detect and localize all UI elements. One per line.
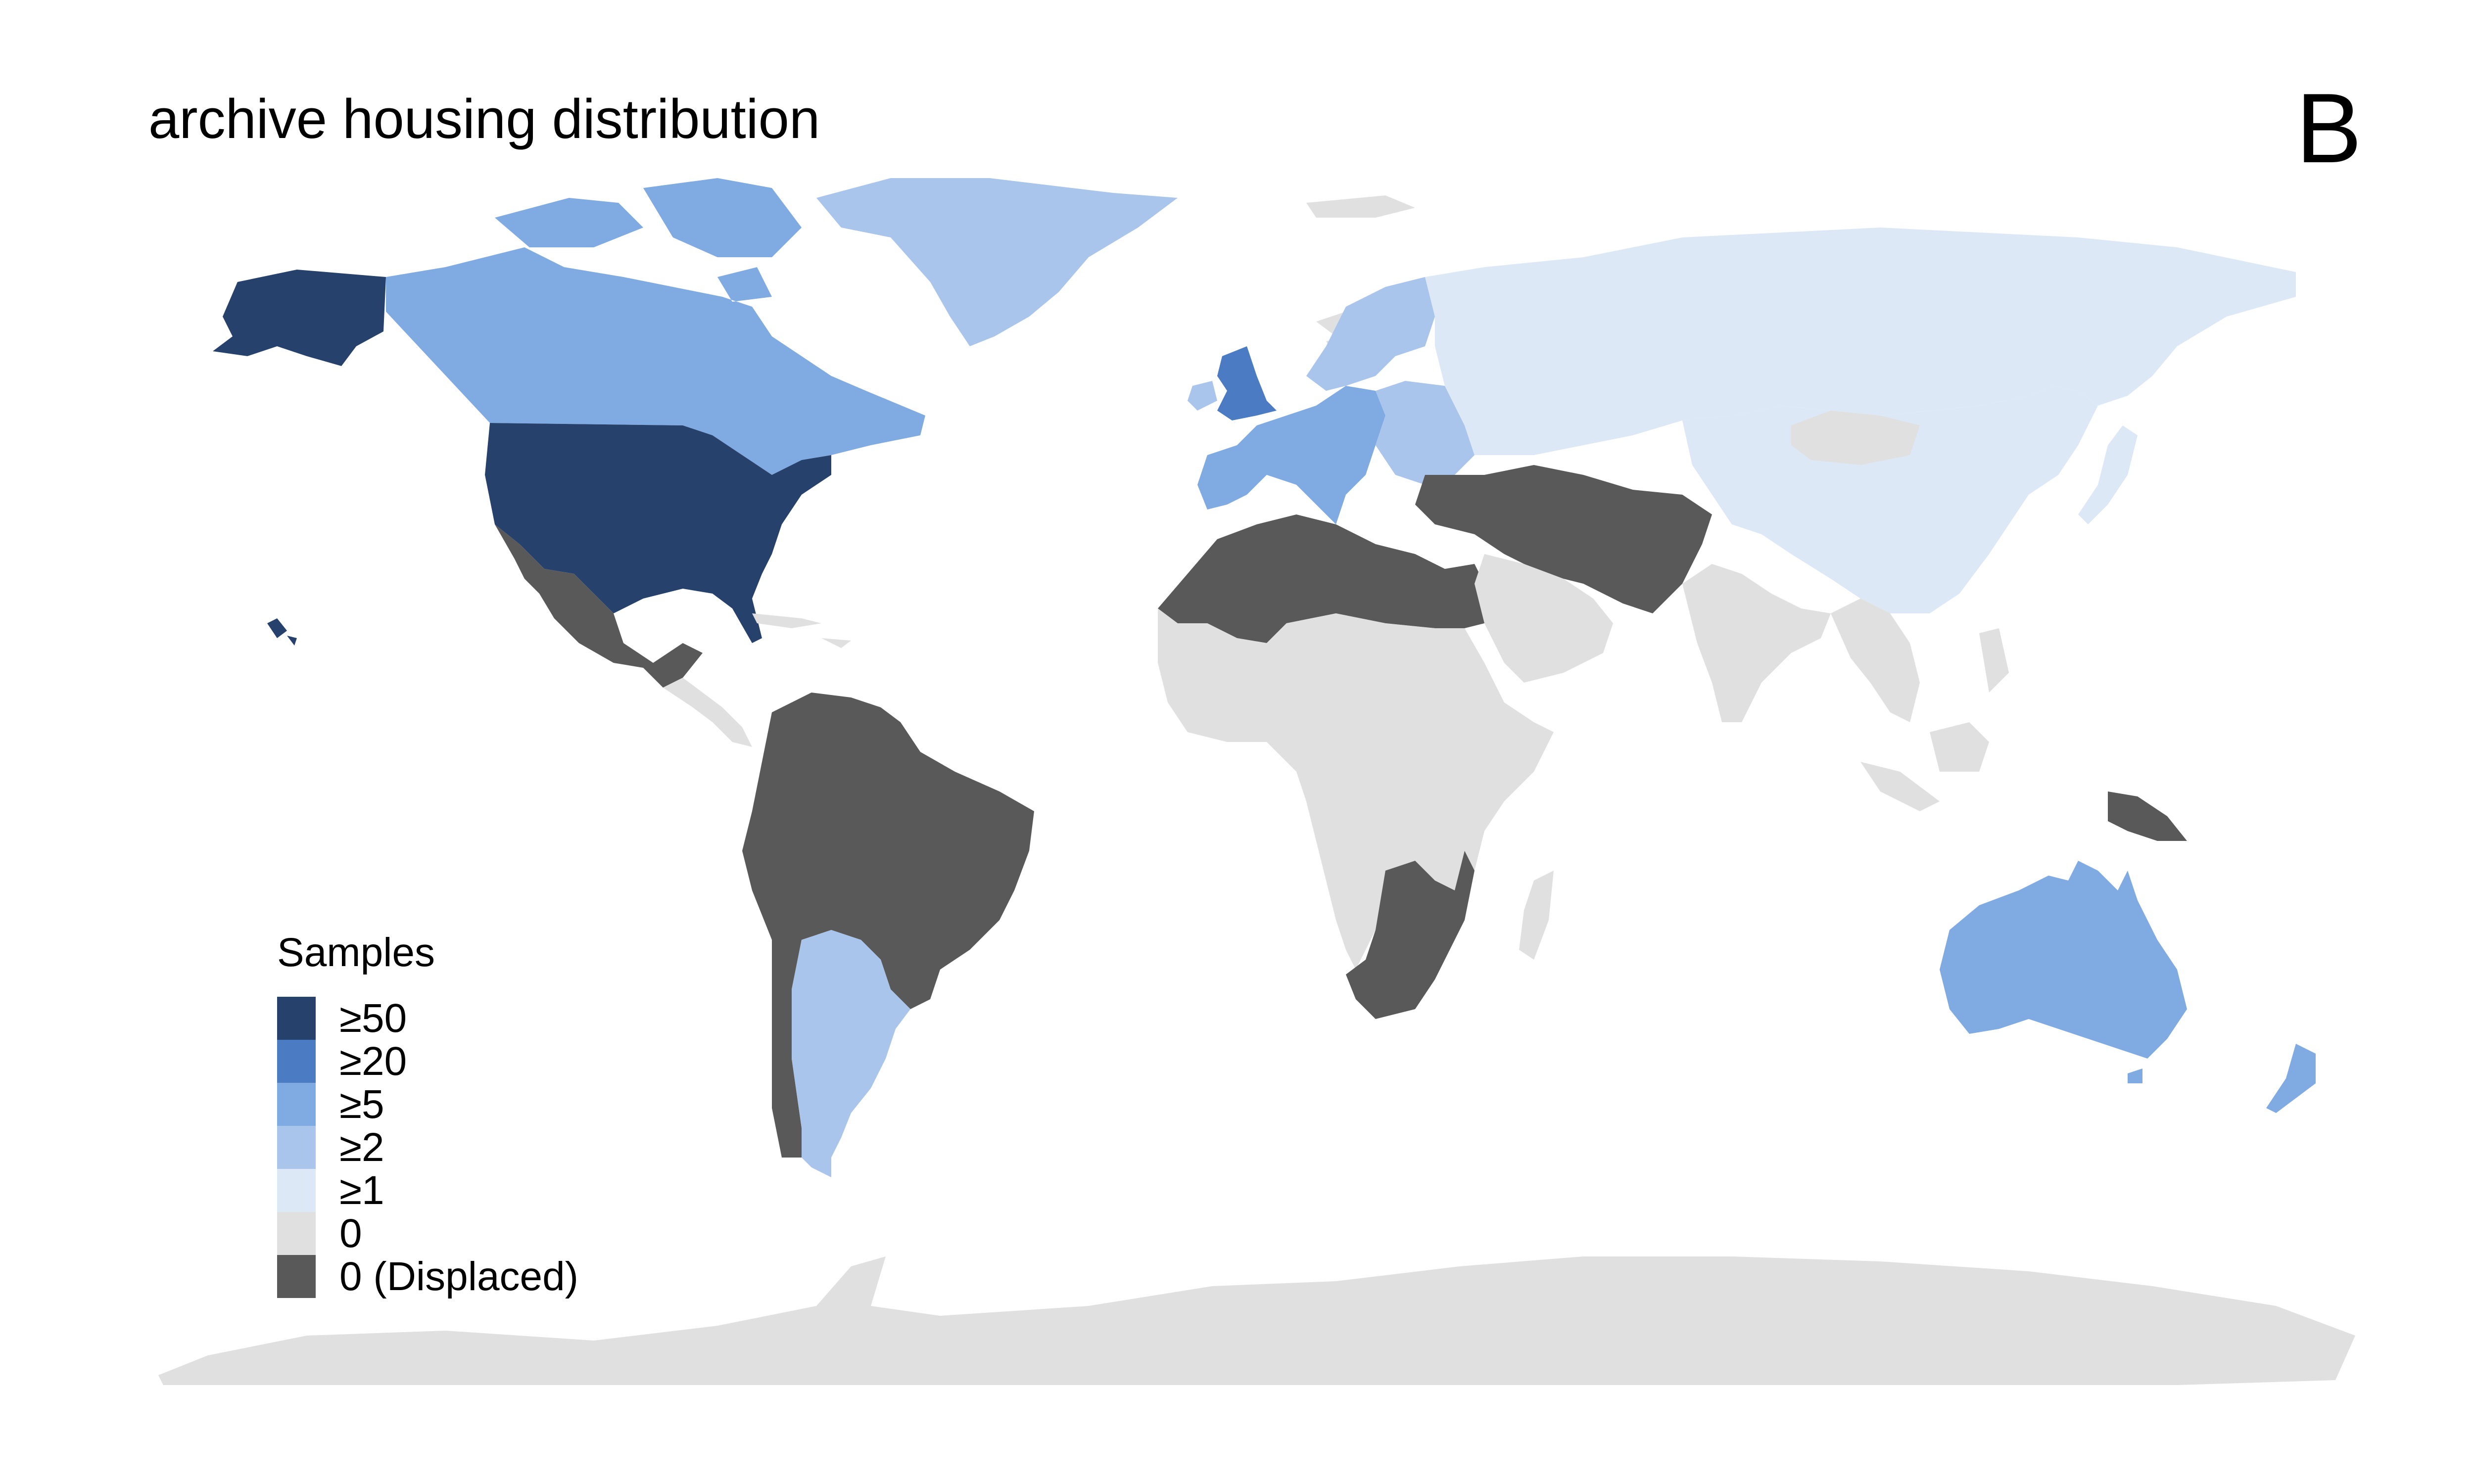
region-australia — [1940, 861, 2187, 1083]
legend-swatch — [277, 1169, 316, 1212]
region-japan — [2078, 425, 2138, 524]
region-canada — [386, 178, 925, 475]
region-scandinavia — [1306, 277, 1435, 391]
region-south-america — [742, 693, 1034, 1158]
region-arabia — [1475, 554, 1613, 683]
region-eastern-europe — [1376, 381, 1475, 485]
legend-label: ≥5 — [339, 1081, 384, 1127]
region-southern-africa — [1346, 851, 1475, 1019]
legend-title: Samples — [277, 930, 435, 975]
legend-item: ≥1 — [277, 1169, 578, 1212]
legend-swatch — [277, 1255, 316, 1298]
legend-label: ≥20 — [339, 1038, 407, 1084]
region-ireland — [1188, 381, 1217, 411]
legend: Samples ≥50 ≥20 ≥5 ≥2 ≥1 0 0 (Displaced) — [277, 932, 578, 1298]
legend-label: ≥2 — [339, 1124, 384, 1170]
region-africa — [1158, 608, 1554, 970]
region-argentina — [792, 930, 910, 1177]
region-mexico — [495, 524, 703, 688]
map-title: archive housing distribution — [148, 88, 820, 150]
legend-item: ≥2 — [277, 1126, 578, 1169]
region-central-america — [663, 613, 851, 747]
legend-item: 0 — [277, 1212, 578, 1255]
legend-item: ≥50 — [277, 997, 578, 1040]
region-greenland — [816, 178, 1178, 346]
region-india — [1682, 564, 1831, 722]
legend-label: ≥50 — [339, 995, 407, 1041]
legend-item: ≥20 — [277, 1040, 578, 1083]
region-uk — [1217, 346, 1277, 420]
legend-swatch — [277, 1212, 316, 1255]
legend-label: ≥1 — [339, 1167, 384, 1213]
region-madagascar — [1519, 871, 1554, 960]
legend-item: ≥5 — [277, 1083, 578, 1126]
region-new-zealand — [2266, 1044, 2316, 1113]
panel-label: B — [2296, 73, 2362, 184]
region-russia — [1425, 228, 2296, 455]
legend-item: 0 (Displaced) — [277, 1255, 578, 1298]
legend-swatch — [277, 1040, 316, 1083]
region-antarctica — [158, 1256, 2355, 1385]
legend-swatch — [277, 1083, 316, 1126]
region-southeast-asia — [1831, 599, 2009, 811]
region-svalbard — [1306, 195, 1415, 356]
region-north-africa-middle-east — [1158, 465, 1712, 643]
region-papua-new-guinea — [2108, 791, 2187, 841]
legend-label: 0 — [339, 1210, 362, 1256]
region-alaska — [213, 270, 386, 366]
region-usa — [267, 423, 831, 646]
legend-label: 0 (Displaced) — [339, 1253, 579, 1299]
region-western-europe — [1197, 386, 1385, 524]
legend-swatch — [277, 997, 316, 1040]
region-mongolia — [1791, 411, 1920, 465]
region-china — [1682, 386, 2098, 613]
legend-swatch — [277, 1126, 316, 1169]
